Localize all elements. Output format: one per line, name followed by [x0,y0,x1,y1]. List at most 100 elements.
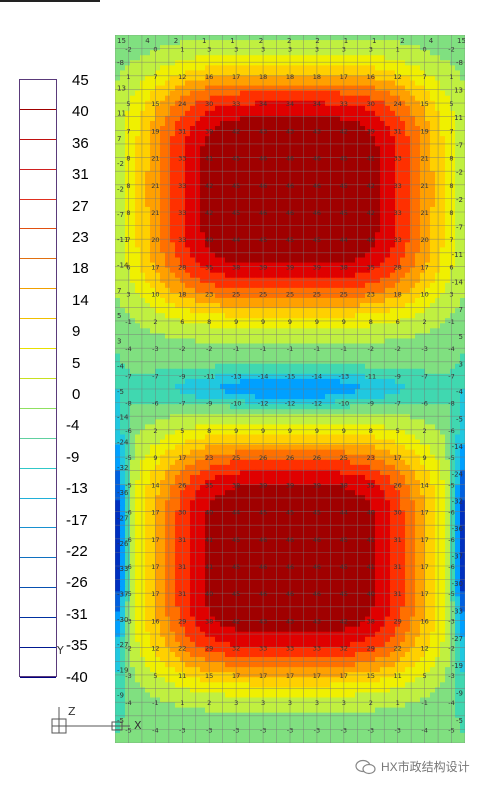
left-edge-label: -4 [117,363,125,371]
node-value: 3 [234,46,238,54]
node-value: 16 [367,73,375,81]
node-value: -1 [341,345,347,353]
node-value: 3 [342,699,346,707]
watermark: HX市政结构设计 [355,758,470,775]
node-value: 38 [367,618,375,626]
node-value: -7 [152,372,158,380]
left-edge-label: -27 [117,515,128,523]
node-value: 45 [340,563,348,571]
node-value: 43 [313,618,321,626]
node-values: -2 0 1 3 3 3 3 3 3 3 1 0 -21 7 12 16 17 18 18 18 17 16 12 7 15 15… [125,46,454,735]
legend-label: 5 [72,354,81,372]
top-edge-label: 15 [117,37,126,45]
node-value: 5 [153,672,157,680]
node-value: -10 [338,400,349,408]
node-value: 17 [420,509,428,517]
node-value: 0 [423,46,427,54]
node-value: 1 [396,46,400,54]
left-edge-label: -24 [117,439,129,447]
node-value: 8 [126,209,130,217]
top-edge-label: 2 [174,37,178,45]
node-value: 16 [151,618,159,626]
node-value: 17 [420,264,428,272]
node-value: 18 [394,291,402,299]
left-edge-label: -32 [117,464,128,472]
wechat-icon [355,759,376,774]
node-value: 0 [153,46,157,54]
node-value: 17 [420,536,428,544]
node-value: -4 [448,345,454,353]
legend-label: 9 [72,323,81,341]
node-value: 22 [394,645,402,653]
node-value: -5 [448,726,454,734]
node-value: -3 [206,726,212,734]
node-value: 14 [420,481,428,489]
node-value: 30 [394,509,402,517]
legend-label: -9 [66,448,80,466]
node-value: 1 [126,73,130,81]
node-value: 45 [259,509,267,517]
node-value: -11 [204,372,215,380]
node-value: 46 [259,155,267,163]
node-value: 9 [342,427,346,435]
node-value: 17 [151,264,159,272]
legend-swatch [20,230,56,260]
legend-label: -17 [66,511,88,529]
node-value: 45 [232,155,240,163]
node-value: 23 [367,291,375,299]
node-value: -13 [231,372,242,380]
node-value: 45 [232,536,240,544]
legend-swatch [20,289,56,320]
node-value: 17 [178,454,186,462]
node-value: -7 [448,372,454,380]
node-value: 39 [313,481,321,489]
node-value: 46 [313,209,321,217]
node-value: 3 [288,46,292,54]
node-value: 3 [234,699,238,707]
node-value: 15 [367,672,375,680]
node-value: 45 [286,509,294,517]
node-value: 21 [420,182,428,190]
node-value: 33 [394,236,402,244]
node-value: -4 [152,726,158,734]
node-value: 12 [178,73,186,81]
node-value: 3 [315,699,319,707]
node-value: 40 [205,590,213,598]
node-value: 30 [178,509,186,517]
node-value: 3 [369,46,373,54]
left-edge-label: -14 [117,413,129,421]
node-value: 39 [286,481,294,489]
node-value: 10 [420,291,428,299]
node-value: 31 [178,563,186,571]
left-edge-label: -5 [117,388,124,396]
node-value: -4 [448,699,454,707]
node-value: 29 [178,618,186,626]
node-value: 3 [449,291,453,299]
right-edge-label: -30 [452,580,463,588]
node-value: 8 [369,427,373,435]
node-value: 25 [232,291,240,299]
node-value: 39 [313,264,321,272]
node-value: 3 [126,291,130,299]
left-edge-label: 11 [117,110,126,118]
node-value: 34 [313,100,321,108]
watermark-text: HX市政结构设计 [381,760,470,774]
node-value: 43 [286,127,294,135]
node-value: -5 [125,726,131,734]
top-edge-label: 2 [315,37,319,45]
node-value: 2 [369,699,373,707]
node-value: 35 [205,264,213,272]
left-edge-label: -19 [117,666,128,674]
right-edge-label: -32 [452,498,463,506]
node-value: 33 [286,645,294,653]
node-value: -6 [125,427,131,435]
node-value: 24 [394,100,402,108]
node-value: 1 [180,46,184,54]
left-edge-label: 7 [117,135,121,143]
node-value: 17 [313,672,321,680]
left-edge-label: 7 [117,287,121,295]
node-value: 5 [396,427,400,435]
axis-triad-icon [51,707,130,734]
node-value: 34 [259,100,267,108]
node-value: 7 [126,127,130,135]
